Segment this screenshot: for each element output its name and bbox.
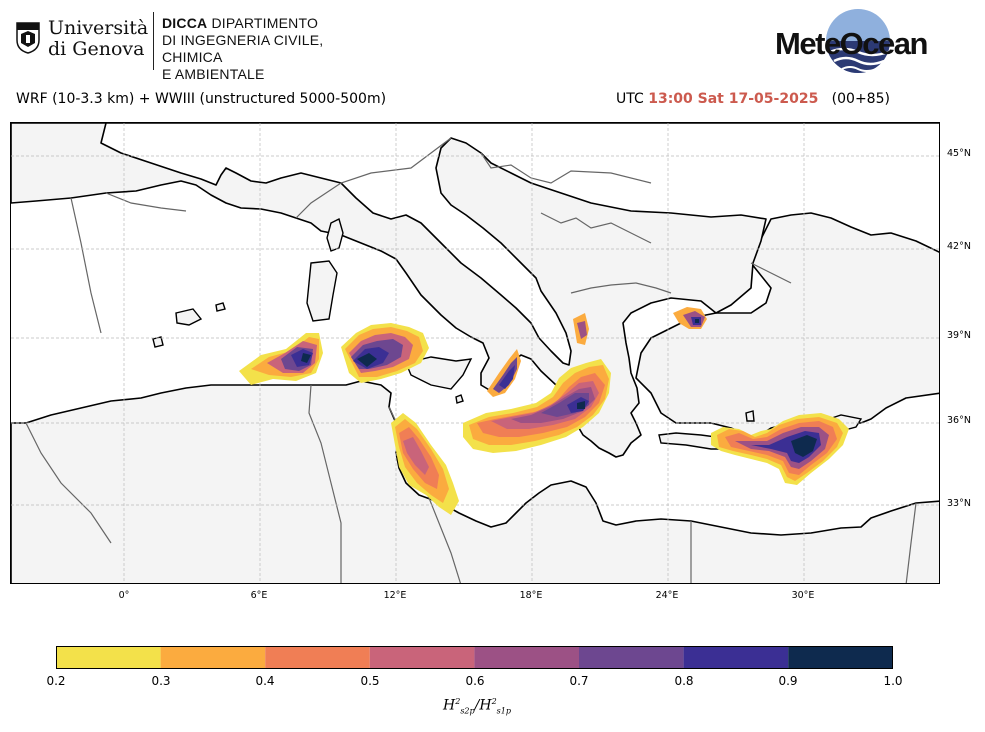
corsica-island xyxy=(326,217,344,252)
colorbar xyxy=(56,646,893,669)
colorbar-bin-5 xyxy=(474,646,579,669)
university-line2: di Genova xyxy=(48,38,145,60)
patch-balearic xyxy=(239,333,323,385)
border-alps xyxy=(295,137,452,219)
cb-tick-4: 0.6 xyxy=(465,674,485,688)
cb-label-den-sup: 2 xyxy=(491,697,497,706)
lead-time: (00+85) xyxy=(831,91,890,107)
department-line1: DIPARTIMENTO xyxy=(211,15,319,31)
patch-ionian-islands xyxy=(573,313,589,345)
patch-dodecanese xyxy=(711,413,849,485)
unige-logo: Università di Genova DICCA DIPARTIMENTO … xyxy=(14,12,384,82)
colorbar-bin-2 xyxy=(160,646,266,669)
cb-label-num-sub: s2p xyxy=(460,706,475,716)
lat-label-45n: 45°N xyxy=(947,148,971,159)
lon-label-18e: 18°E xyxy=(519,590,543,601)
valid-time: 13:00 Sat 17-05-2025 xyxy=(648,91,819,107)
meteocean-globe-icon xyxy=(826,9,890,73)
meteocean-logo: MeteOcean xyxy=(772,8,942,78)
border-france-spain xyxy=(105,192,187,212)
colorbar-bin-8 xyxy=(788,646,893,669)
lon-label-0: 0° xyxy=(118,590,130,601)
cb-label-num-sup: 2 xyxy=(455,697,461,706)
colorbar-bin-4 xyxy=(369,646,475,669)
border-greece xyxy=(570,282,672,294)
colorbar-bin-6 xyxy=(579,646,684,669)
lat-label-39n: 39°N xyxy=(947,330,971,341)
malta-island xyxy=(455,394,464,404)
rhodes-island xyxy=(745,410,755,422)
cb-tick-8: 1.0 xyxy=(883,674,903,688)
border-balkans-2 xyxy=(540,212,652,244)
colorbar-bin-3 xyxy=(265,646,370,669)
cb-tick-6: 0.8 xyxy=(674,674,694,688)
colorbar-label: H2s2p/H2s1p xyxy=(443,697,511,716)
cb-tick-5: 0.7 xyxy=(569,674,589,688)
cb-label-den-sub: s1p xyxy=(496,706,511,716)
university-line1: Università xyxy=(48,17,149,39)
patch-libya xyxy=(391,413,459,515)
cb-tick-7: 0.9 xyxy=(778,674,798,688)
model-title: WRF (10-3.3 km) + WWIII (unstructured 50… xyxy=(16,91,387,107)
department-line3: E AMBIENTALE xyxy=(162,66,265,82)
colorbar-outline xyxy=(56,646,893,669)
lat-label-42n: 42°N xyxy=(947,241,971,252)
university-name: Università di Genova xyxy=(48,18,148,60)
lon-label-6e: 6°E xyxy=(250,590,268,601)
patch-south-adriatic xyxy=(487,349,521,397)
menorca-island xyxy=(215,302,226,312)
lon-label-12e: 12°E xyxy=(383,590,407,601)
sardinia-island xyxy=(306,260,338,322)
patch-tyrrhenian xyxy=(341,323,429,383)
cb-tick-0: 0.2 xyxy=(46,674,66,688)
border-turkey xyxy=(750,262,792,284)
border-africa-1 xyxy=(25,422,112,544)
ibiza-island xyxy=(152,336,164,348)
cb-tick-2: 0.4 xyxy=(255,674,275,688)
cb-tick-3: 0.5 xyxy=(360,674,380,688)
logo-divider xyxy=(153,12,154,70)
map-panel[interactable] xyxy=(10,122,940,584)
sicily-island xyxy=(405,356,473,390)
colorbar-bin-7 xyxy=(683,646,789,669)
lat-label-33n: 33°N xyxy=(947,498,971,509)
department-abbr: DICCA xyxy=(162,15,208,31)
map-canvas xyxy=(11,123,939,583)
department-line2: DI INGEGNERIA CIVILE, CHIMICA xyxy=(162,32,324,65)
mallorca-island xyxy=(175,308,203,326)
lon-label-24e: 24°E xyxy=(655,590,679,601)
border-africa-5 xyxy=(905,502,917,583)
border-balkans-1 xyxy=(480,152,652,184)
cb-label-num-base: H xyxy=(443,697,456,714)
utc-label: UTC xyxy=(616,91,644,107)
cb-label-den-base: H xyxy=(479,697,492,714)
wave-field-layer xyxy=(239,307,849,515)
department-name: DICCA DIPARTIMENTO DI INGEGNERIA CIVILE,… xyxy=(162,15,384,83)
border-africa-2 xyxy=(308,384,342,583)
patch-ionian xyxy=(463,359,611,453)
forecast-time: UTC 13:00 Sat 17-05-2025 (00+85) xyxy=(616,91,890,107)
border-iberia xyxy=(70,197,102,334)
brand-name: MeteOcean xyxy=(775,26,928,61)
lon-label-30e: 30°E xyxy=(791,590,815,601)
patch-aegean xyxy=(673,307,707,329)
africa-landmass xyxy=(11,380,939,583)
cb-tick-1: 0.3 xyxy=(151,674,171,688)
lat-label-36n: 36°N xyxy=(947,415,971,426)
colorbar-bin-1 xyxy=(56,646,161,669)
unige-shield-icon xyxy=(16,22,40,54)
